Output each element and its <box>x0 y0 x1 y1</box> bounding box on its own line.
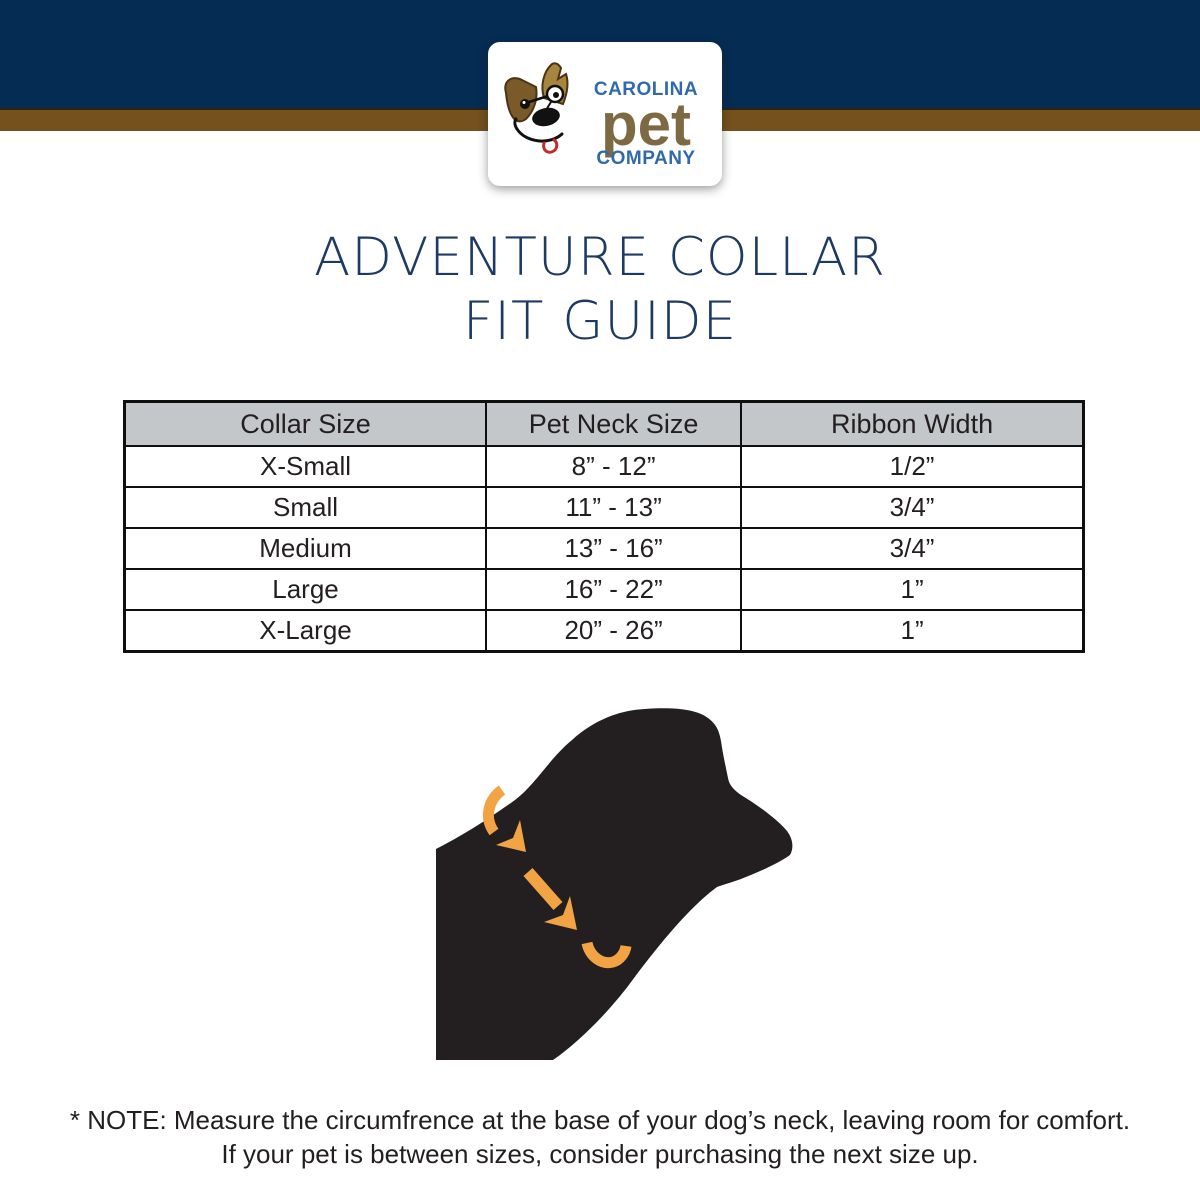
logo-wordmark: CAROLINA pet COMPANY <box>574 80 718 168</box>
brand-name-bottom: COMPANY <box>596 148 696 169</box>
brand-name-pet: pet <box>601 91 691 158</box>
measure-arrow-mid-head <box>544 896 577 930</box>
table-header-row: Collar Size Pet Neck Size Ribbon Width <box>123 400 1085 447</box>
cell-neck-size: 20” - 26” <box>485 609 743 653</box>
dog-nose <box>532 107 560 127</box>
cell-ribbon-width: 1/2” <box>740 445 1085 488</box>
cell-neck-size: 11” - 13” <box>485 486 743 529</box>
carolina-pet-dog-face-icon <box>504 62 569 154</box>
dog-smile <box>513 117 564 143</box>
dog-right-pupil <box>553 92 559 98</box>
page-title: ADVENTURE COLLAR FIT GUIDE <box>0 226 1200 354</box>
table-row: Large 16” - 22” 1” <box>123 568 1085 611</box>
cell-collar-size: Large <box>123 568 488 611</box>
cell-collar-size: Small <box>123 486 488 529</box>
table-row: Medium 13” - 16” 3/4” <box>123 527 1085 570</box>
cell-ribbon-width: 3/4” <box>740 486 1085 529</box>
cell-neck-size: 16” - 22” <box>485 568 743 611</box>
fit-note: * NOTE: Measure the circumfrence at the … <box>0 1103 1200 1171</box>
measure-arrow-top-shaft <box>482 785 506 836</box>
note-line-1: * NOTE: Measure the circumfrence at the … <box>69 1105 1131 1135</box>
dog-left-eye <box>520 99 530 109</box>
cell-neck-size: 13” - 16” <box>485 527 743 570</box>
cell-neck-size: 8” - 12” <box>485 445 743 488</box>
dog-left-eye-glint <box>522 101 526 104</box>
measure-arrow-mid-shaft <box>523 868 563 910</box>
measure-hook-bottom <box>581 941 632 969</box>
dog-silhouette-path <box>436 708 793 1060</box>
cell-collar-size: X-Large <box>123 609 488 653</box>
size-table: Collar Size Pet Neck Size Ribbon Width X… <box>123 400 1085 653</box>
dog-head-silhouette-icon <box>436 708 793 1060</box>
measure-arrow-top-head <box>496 820 526 852</box>
header-pet-neck-size: Pet Neck Size <box>485 400 743 447</box>
note-line-2: If your pet is between sizes, consider p… <box>221 1139 979 1169</box>
dog-tongue <box>542 138 559 154</box>
dog-left-ear <box>504 77 538 123</box>
table-row: X-Small 8” - 12” 1/2” <box>123 445 1085 488</box>
table-row: Small 11” - 13” 3/4” <box>123 486 1085 529</box>
cell-collar-size: Medium <box>123 527 488 570</box>
header-ribbon-width: Ribbon Width <box>740 400 1085 447</box>
page-title-line1: ADVENTURE COLLAR <box>314 227 886 288</box>
cell-ribbon-width: 3/4” <box>740 527 1085 570</box>
cell-ribbon-width: 1” <box>740 609 1085 653</box>
header-collar-size: Collar Size <box>123 400 488 447</box>
logo-card: CAROLINA pet COMPANY <box>488 42 722 186</box>
cell-ribbon-width: 1” <box>740 568 1085 611</box>
brand-name-top: CAROLINA <box>593 79 699 100</box>
dog-eye-bridge <box>528 94 549 104</box>
table-row: X-Large 20” - 26” 1” <box>123 609 1085 653</box>
collar-measure-arrows-icon <box>482 785 632 969</box>
cell-collar-size: X-Small <box>123 445 488 488</box>
page-title-line2: FIT GUIDE <box>462 291 738 352</box>
